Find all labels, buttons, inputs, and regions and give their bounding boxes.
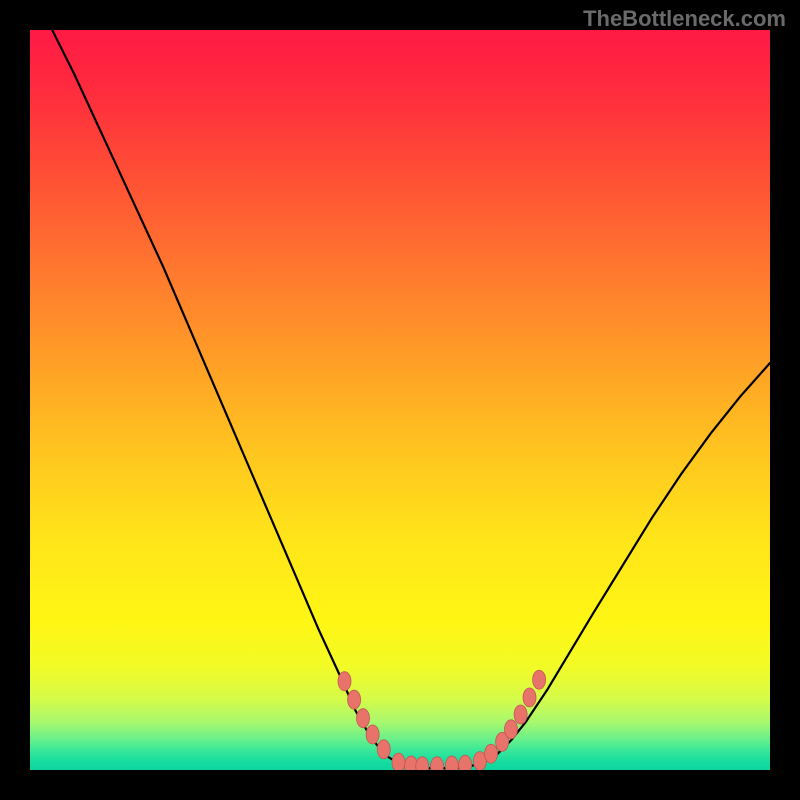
data-marker	[459, 755, 472, 770]
data-marker	[377, 740, 390, 759]
data-marker	[514, 705, 527, 724]
chart-frame: TheBottleneck.com	[0, 0, 800, 800]
data-marker	[445, 756, 458, 770]
data-marker	[338, 672, 351, 691]
data-marker	[431, 757, 444, 770]
data-marker	[523, 688, 536, 707]
data-marker	[416, 757, 429, 770]
data-marker	[533, 670, 546, 689]
curve-layer	[30, 30, 770, 770]
data-marker	[357, 709, 370, 728]
data-marker	[366, 725, 379, 744]
bottleneck-curve	[52, 30, 770, 769]
data-marker	[505, 720, 518, 739]
data-marker	[392, 753, 405, 770]
watermark-text: TheBottleneck.com	[583, 6, 786, 32]
data-marker	[348, 690, 361, 709]
plot-area	[30, 30, 770, 770]
data-marker	[485, 744, 498, 763]
